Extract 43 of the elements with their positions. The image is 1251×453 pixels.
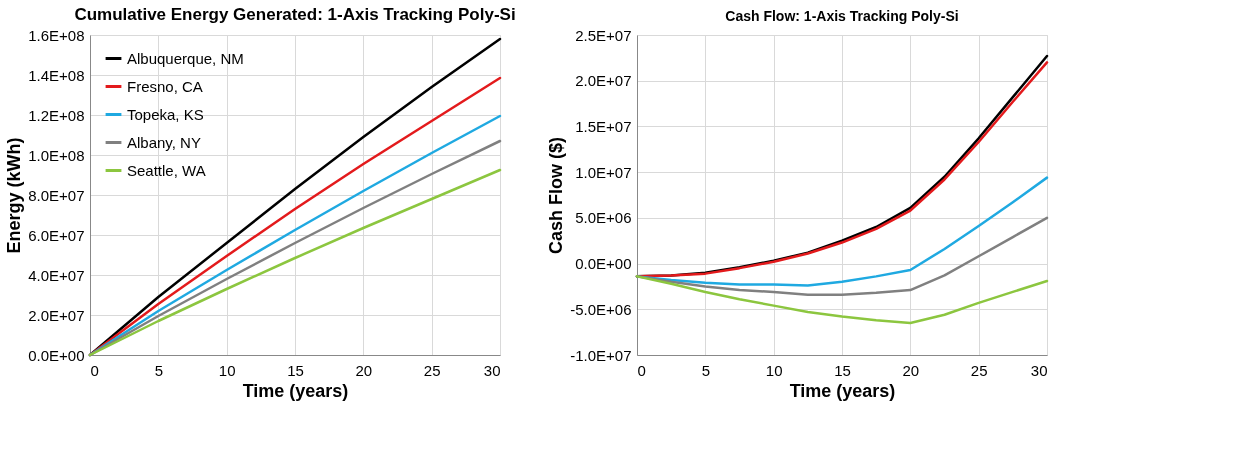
x-tick-label: 20 bbox=[355, 361, 373, 379]
x-axis-title: Time (years) bbox=[789, 380, 896, 401]
x-axis-title: Time (years) bbox=[242, 380, 349, 401]
chart-title: Cash Flow: 1-Axis Tracking Poly-Si bbox=[725, 8, 959, 24]
x-tick-label: 15 bbox=[834, 361, 851, 379]
x-tick-label: 0 bbox=[90, 361, 99, 379]
legend-label: Seattle, WA bbox=[127, 161, 206, 179]
x-tick-label: 30 bbox=[1030, 361, 1048, 379]
y-tick-label: 1.4E+08 bbox=[28, 66, 85, 84]
x-tick-label: 5 bbox=[701, 361, 711, 379]
y-tick-label: 2.0E+07 bbox=[28, 306, 85, 324]
y-tick-label: 6.0E+07 bbox=[28, 226, 85, 244]
legend-label: Albuquerque, NM bbox=[127, 49, 244, 67]
chart-title: Cumulative Energy Generated: 1-Axis Tracking Poly-Si bbox=[74, 5, 516, 24]
y-tick-label: 4.0E+07 bbox=[28, 266, 85, 284]
x-tick-label: 0 bbox=[637, 361, 646, 379]
y-tick-label: 1.5E+07 bbox=[575, 117, 632, 135]
y-tick-label: 0.0E+00 bbox=[575, 255, 632, 273]
y-tick-label: 5.0E+06 bbox=[575, 209, 632, 227]
y-tick-label: 1.6E+08 bbox=[28, 26, 85, 44]
legend-label: Fresno, CA bbox=[127, 77, 203, 95]
y-tick-label: 8.0E+07 bbox=[28, 186, 85, 204]
x-tick-label: 20 bbox=[902, 361, 920, 379]
x-tick-label: 10 bbox=[218, 361, 236, 379]
x-tick-label: 25 bbox=[423, 361, 441, 379]
y-axis-title: Energy (kWh) bbox=[4, 137, 25, 254]
x-tick-label: 25 bbox=[970, 361, 988, 379]
y-axis-title: Cash Flow ($) bbox=[546, 136, 567, 255]
y-tick-label: -5.0E+06 bbox=[570, 300, 632, 318]
y-tick-label: -1.0E+07 bbox=[570, 346, 632, 364]
y-tick-label: 1.2E+08 bbox=[28, 106, 85, 124]
x-tick-label: 15 bbox=[287, 361, 304, 379]
x-tick-label: 10 bbox=[765, 361, 783, 379]
legend-label: Topeka, KS bbox=[127, 105, 204, 123]
x-tick-label: 30 bbox=[483, 361, 501, 379]
y-tick-label: 1.0E+07 bbox=[575, 163, 632, 181]
y-tick-label: 2.5E+07 bbox=[575, 26, 632, 44]
y-tick-label: 0.0E+00 bbox=[28, 346, 85, 364]
x-tick-label: 5 bbox=[154, 361, 164, 379]
line-series bbox=[635, 275, 1049, 325]
legend-label: Albany, NY bbox=[127, 133, 201, 151]
y-tick-label: 2.0E+07 bbox=[575, 72, 632, 90]
y-tick-label: 1.0E+08 bbox=[28, 146, 85, 164]
